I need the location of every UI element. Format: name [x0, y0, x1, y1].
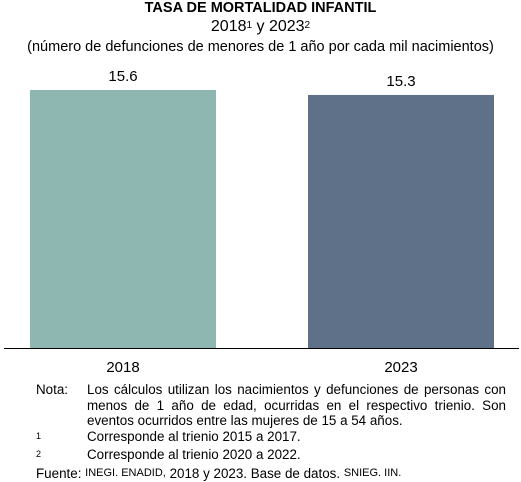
bar-2023 — [308, 94, 494, 348]
note-row: Nota: Los cálculos utilizan los nacimien… — [36, 382, 506, 429]
chart-title: TASA DE MORTALIDAD INFANTIL — [144, 0, 377, 16]
source-org: INEGI. ENADID, — [85, 467, 166, 480]
source-label: Fuente: — [36, 466, 82, 482]
subtitle-year-1: 2018 — [210, 18, 247, 35]
footnote-2: 2 Corresponde al trienio 2020 a 2022. — [36, 447, 506, 466]
chart-subtitle: 20181 y 20232 — [0, 17, 521, 37]
value-label-2023: 15.3 — [386, 73, 415, 90]
chart-units: (número de defunciones de menores de 1 a… — [27, 39, 494, 55]
footnote-marker-2: 2 — [304, 20, 311, 31]
source-row: Fuente: INEGI. ENADID, 2018 y 2023. Base… — [36, 466, 506, 482]
footnote-2-marker: 2 — [36, 449, 42, 460]
note-text: Los cálculos utilizan los nacimientos y … — [87, 382, 506, 428]
category-label-2023: 2023 — [384, 359, 417, 376]
footnote-1-marker: 1 — [36, 430, 42, 441]
category-label-2018: 2018 — [106, 359, 139, 376]
bar-chart: 15.6 2018 15.3 2023 — [4, 68, 519, 376]
footnote-2-text: Corresponde al trienio 2020 a 2022. — [87, 447, 301, 463]
chart-notes: Nota: Los cálculos utilizan los nacimien… — [36, 382, 506, 482]
footnote-marker-1: 1 — [246, 20, 253, 31]
footnote-1-text: Corresponde al trienio 2015 a 2017. — [87, 428, 301, 444]
bar-2018 — [30, 90, 216, 348]
subtitle-connector: y — [256, 18, 265, 35]
value-label-2018: 15.6 — [108, 68, 137, 85]
footnote-1: 1 Corresponde al trienio 2015 a 2017. — [36, 429, 506, 448]
note-label: Nota: — [36, 382, 69, 397]
subtitle-year-2: 2023 — [268, 18, 305, 35]
source-text: 2018 y 2023. Base de datos. — [169, 466, 341, 482]
source-credit: SNIEG. IIN. — [343, 467, 402, 480]
